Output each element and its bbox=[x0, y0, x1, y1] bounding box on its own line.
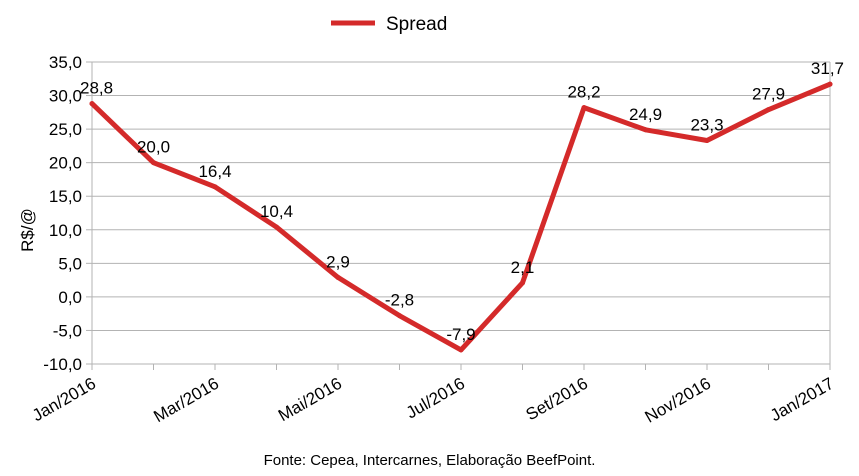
data-label: 2,1 bbox=[511, 258, 535, 277]
y-axis-ticks: -10,0 -5,0 0,0 5,0 10,0 15,0 20,0 25,0 30,0 35,0 bbox=[43, 53, 92, 374]
y-tick-label: 25,0 bbox=[49, 120, 82, 139]
data-point bbox=[397, 313, 402, 319]
x-tick-label: Mai/2016 bbox=[275, 374, 345, 425]
data-label: 28,8 bbox=[80, 79, 113, 98]
x-axis-ticks: Jan/2016 Mar/2016 Mai/2016 Jul/2016 Set/2016… bbox=[29, 364, 837, 427]
data-point bbox=[581, 105, 587, 111]
data-point bbox=[335, 274, 341, 280]
data-point bbox=[766, 107, 771, 113]
axes bbox=[91, 62, 831, 365]
data-point bbox=[151, 160, 156, 166]
data-point bbox=[274, 224, 279, 230]
data-label: 27,9 bbox=[752, 85, 785, 104]
legend-label-spread: Spread bbox=[386, 14, 447, 35]
x-tick-label: Jul/2016 bbox=[403, 374, 468, 423]
data-point bbox=[704, 138, 710, 144]
spread-line-chart: -10,0-5,00,05,010,015,020,025,030,035,0 … bbox=[18, 14, 844, 427]
data-label: 16,4 bbox=[198, 162, 231, 181]
data-point bbox=[643, 127, 648, 133]
data-label: 24,9 bbox=[629, 105, 662, 124]
gridlines bbox=[92, 61, 830, 365]
data-point bbox=[827, 81, 833, 87]
data-label: 31,7 bbox=[811, 59, 844, 78]
y-tick-label: 0,0 bbox=[58, 288, 82, 307]
y-tick-label: -10,0 bbox=[43, 355, 82, 374]
y-tick-label: 5,0 bbox=[58, 254, 82, 273]
y-tick-label: -5,0 bbox=[53, 321, 82, 340]
source-note: Fonte: Cepea, Intercarnes, Elaboração Be… bbox=[263, 452, 596, 469]
y-tick-label: 10,0 bbox=[49, 221, 82, 240]
data-point bbox=[212, 184, 218, 190]
x-tick-label: Mar/2016 bbox=[150, 374, 222, 426]
data-label: -7,9 bbox=[446, 325, 475, 344]
x-tick-label: Nov/2016 bbox=[642, 374, 715, 427]
x-tick-label: Jan/2017 bbox=[767, 374, 837, 425]
data-label: -2,8 bbox=[385, 291, 414, 310]
y-tick-label: 15,0 bbox=[49, 187, 82, 206]
x-tick-label: Jan/2016 bbox=[29, 374, 99, 425]
series-layer bbox=[89, 81, 833, 353]
data-labels: 28,8 20,0 16,4 10,4 2,9 -2,8 -7,9 2,1 28,2 24,9 23… bbox=[80, 59, 844, 344]
data-label: 20,0 bbox=[137, 138, 170, 157]
data-label: 10,4 bbox=[260, 202, 293, 221]
x-tick-label: Set/2016 bbox=[523, 374, 591, 424]
y-tick-label: 30,0 bbox=[49, 87, 82, 106]
y-tick-label: 20,0 bbox=[49, 154, 82, 173]
y-axis-title: R$/@ bbox=[18, 208, 37, 252]
y-tick-label: 35,0 bbox=[49, 53, 82, 72]
data-point bbox=[458, 347, 464, 353]
data-label: 2,9 bbox=[326, 252, 350, 271]
legend: Spread bbox=[331, 14, 447, 35]
data-label: 23,3 bbox=[690, 116, 723, 135]
data-point bbox=[520, 280, 525, 286]
data-label: 28,2 bbox=[567, 83, 600, 102]
data-point bbox=[89, 101, 95, 107]
